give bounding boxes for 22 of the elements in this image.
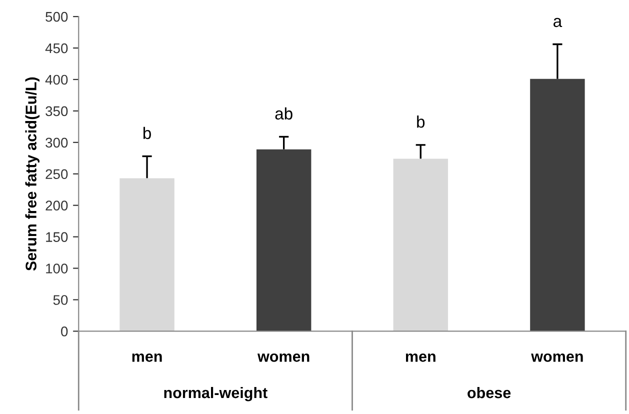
y-tick-label: 250 <box>46 169 68 180</box>
y-tick-label: 200 <box>46 200 68 211</box>
y-axis-title: Serum free fatty acid(Eu/L) <box>25 77 40 271</box>
data-label: a <box>554 18 562 28</box>
data-label: b <box>417 116 425 128</box>
y-tick-label: 100 <box>46 264 68 274</box>
data-label: b <box>143 126 151 140</box>
y-tick-label: 50 <box>53 295 68 305</box>
x-tick-label: men <box>132 353 162 362</box>
x-tick-label: men <box>406 353 436 362</box>
x-tick-label: women <box>257 353 310 362</box>
y-tick-label: 400 <box>45 74 68 85</box>
y-tick-label: 300 <box>46 138 68 148</box>
y-tick-label: 450 <box>45 43 68 54</box>
data-label: ab <box>275 107 292 120</box>
x-tick-label: women <box>531 353 583 362</box>
y-tick-label: 350 <box>46 106 68 116</box>
text: normal-weight <box>164 386 268 402</box>
y-tick-label: 150 <box>46 232 68 242</box>
y-tick-label: 0 <box>61 326 68 336</box>
y-tick-label: 500 <box>46 12 68 22</box>
text: obese <box>468 387 511 398</box>
